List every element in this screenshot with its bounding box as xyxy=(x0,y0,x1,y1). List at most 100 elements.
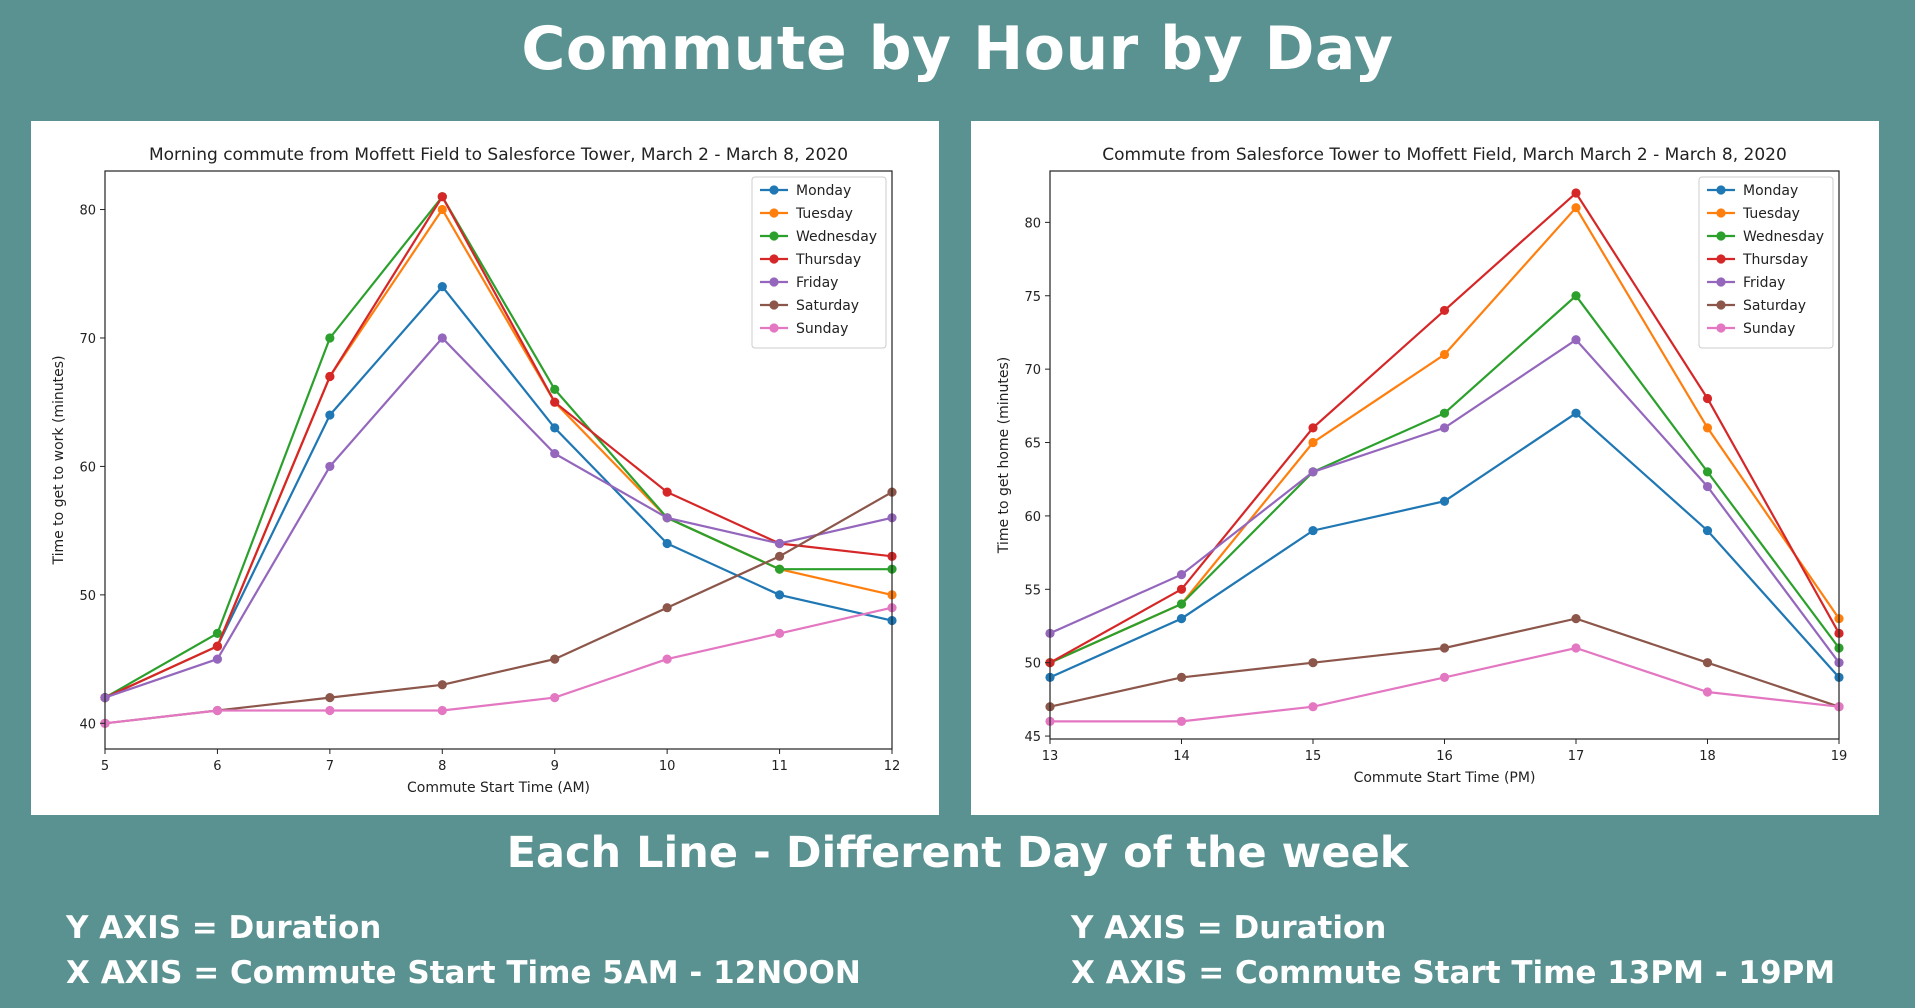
legend-label-wednesday: Wednesday xyxy=(796,229,877,245)
legend-marker-thursday xyxy=(1716,254,1726,264)
series-line-sunday xyxy=(1050,646,1840,723)
x-tick-label: 12 xyxy=(884,759,901,774)
left-y-axis-note: Y AXIS = Duration xyxy=(66,910,382,946)
left-x-axis-note: X AXIS = Commute Start Time 5AM - 12NOON xyxy=(66,955,861,991)
x-axis-label: Commute Start Time (AM) xyxy=(407,780,590,796)
data-point-saturday xyxy=(437,680,447,690)
legend-label-friday: Friday xyxy=(1743,275,1785,291)
x-tick-label: 15 xyxy=(1305,749,1322,764)
x-tick-label: 18 xyxy=(1699,749,1716,764)
series-line-wednesday xyxy=(104,194,892,699)
series-line-monday xyxy=(1049,411,1840,679)
legend-marker-wednesday xyxy=(769,231,779,241)
data-point-saturday xyxy=(1308,658,1318,668)
chart-title: Commute from Salesforce Tower to Moffett… xyxy=(1102,145,1787,165)
morning-commute-chart: Morning commute from Moffett Field to Sa… xyxy=(51,145,901,796)
legend-marker-thursday xyxy=(769,254,779,264)
legend-marker-tuesday xyxy=(1716,208,1726,218)
y-tick-label: 75 xyxy=(1024,290,1041,305)
data-point-friday xyxy=(1308,467,1318,477)
data-point-sunday xyxy=(1439,672,1450,682)
data-point-thursday xyxy=(325,371,335,382)
legend-marker-sunday xyxy=(1716,323,1726,333)
series-line-friday xyxy=(104,336,893,699)
morning-chart-panel: Morning commute from Moffett Field to Sa… xyxy=(31,121,939,815)
data-point-saturday xyxy=(1702,658,1713,668)
data-point-monday xyxy=(1571,408,1581,418)
y-tick-label: 60 xyxy=(79,460,96,475)
x-tick-label: 17 xyxy=(1568,749,1585,764)
data-point-monday xyxy=(1702,525,1713,536)
legend-label-thursday: Thursday xyxy=(795,252,861,268)
evening-commute-chart: Commute from Salesforce Tower to Moffett… xyxy=(996,145,1848,786)
y-axis-label: Time to get home (minutes) xyxy=(996,357,1012,554)
legend-label-thursday: Thursday xyxy=(1742,252,1808,268)
data-point-wednesday xyxy=(212,628,223,638)
legend-label-tuesday: Tuesday xyxy=(1742,206,1800,222)
data-point-thursday xyxy=(437,192,447,202)
evening-chart-panel: Commute from Salesforce Tower to Moffett… xyxy=(971,121,1879,815)
data-point-friday xyxy=(1702,481,1713,492)
y-tick-label: 40 xyxy=(79,717,96,732)
legend-marker-saturday xyxy=(1716,300,1726,310)
data-point-tuesday xyxy=(1308,437,1318,448)
series-line-sunday xyxy=(104,606,893,725)
data-point-thursday xyxy=(1308,423,1318,433)
y-tick-label: 60 xyxy=(1024,510,1041,525)
legend-label-saturday: Saturday xyxy=(796,298,859,314)
legend-label-wednesday: Wednesday xyxy=(1743,229,1824,245)
data-point-friday xyxy=(1176,570,1187,580)
data-point-sunday xyxy=(550,693,560,703)
data-point-monday xyxy=(1176,614,1187,624)
x-tick-label: 10 xyxy=(659,759,676,774)
y-axis-label: Time to get to work (minutes) xyxy=(51,355,67,565)
legend-marker-wednesday xyxy=(1716,231,1726,241)
series-line-monday xyxy=(104,284,893,699)
data-point-sunday xyxy=(1571,643,1581,653)
slide-subtitle: Each Line - Different Day of the week xyxy=(506,828,1409,878)
legend-label-saturday: Saturday xyxy=(1743,298,1806,314)
data-point-saturday xyxy=(774,551,785,561)
data-point-thursday xyxy=(1439,305,1450,316)
data-point-monday xyxy=(774,590,785,600)
y-tick-label: 70 xyxy=(1024,363,1041,378)
data-point-sunday xyxy=(437,705,447,716)
data-point-sunday xyxy=(662,654,672,664)
x-tick-label: 19 xyxy=(1831,749,1848,764)
data-point-friday xyxy=(550,448,560,459)
data-point-tuesday xyxy=(1439,349,1450,360)
x-axis-label: Commute Start Time (PM) xyxy=(1354,770,1536,786)
right-x-axis-note: X AXIS = Commute Start Time 13PM - 19PM xyxy=(1071,955,1836,991)
legend-marker-monday xyxy=(769,185,779,195)
y-tick-label: 45 xyxy=(1024,730,1041,745)
legend-marker-saturday xyxy=(769,300,779,310)
data-point-friday xyxy=(437,333,447,343)
data-point-thursday xyxy=(1571,188,1581,198)
x-tick-label: 9 xyxy=(551,759,559,774)
data-point-saturday xyxy=(1571,614,1581,624)
legend-label-sunday: Sunday xyxy=(1743,321,1795,337)
x-tick-label: 7 xyxy=(326,759,334,774)
series-line-saturday xyxy=(104,491,893,725)
data-point-monday xyxy=(1439,496,1450,506)
data-point-saturday xyxy=(325,693,335,703)
data-point-saturday xyxy=(1176,672,1187,682)
data-point-sunday xyxy=(1702,687,1713,697)
series-line-thursday xyxy=(104,194,893,699)
data-point-sunday xyxy=(212,705,223,716)
data-point-friday xyxy=(774,538,785,549)
plot-frame xyxy=(104,170,893,750)
right-y-axis-note: Y AXIS = Duration xyxy=(1071,910,1387,946)
legend-marker-tuesday xyxy=(769,208,779,218)
legend-label-friday: Friday xyxy=(796,275,838,291)
data-point-sunday xyxy=(325,705,335,716)
data-point-friday xyxy=(212,654,223,664)
data-point-friday xyxy=(1439,423,1450,433)
data-point-monday xyxy=(325,410,335,420)
data-point-saturday xyxy=(1439,643,1450,653)
data-point-friday xyxy=(662,513,672,523)
legend-label-tuesday: Tuesday xyxy=(795,206,853,222)
legend-marker-friday xyxy=(769,277,779,287)
data-point-wednesday xyxy=(325,333,335,343)
data-point-friday xyxy=(325,461,335,472)
